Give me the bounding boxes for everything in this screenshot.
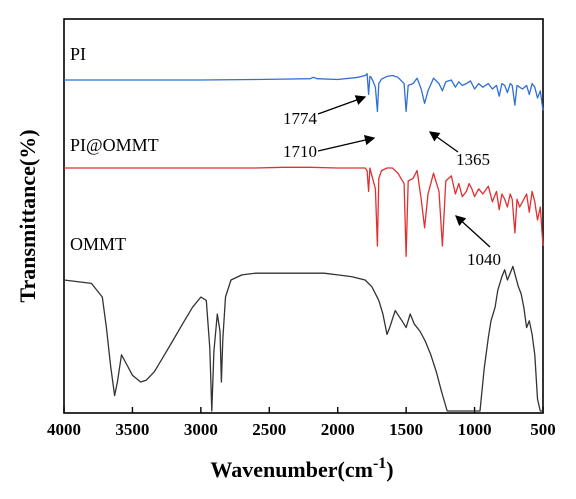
series-label-pi-ommt: PI@OMMT: [70, 135, 159, 155]
annotation-label-1040: 1040: [467, 250, 501, 269]
annotation-label-1365: 1365: [456, 150, 490, 169]
x-axis-title-close: ): [386, 457, 393, 482]
x-tick-label-3000: 3000: [184, 420, 218, 439]
x-tick-label-3500: 3500: [115, 420, 149, 439]
annotation-arrow-1040: [455, 215, 491, 248]
x-tick-label-500: 500: [530, 420, 556, 439]
series-labels: PI PI@OMMT OMMT: [70, 44, 159, 254]
annotation-arrow-1365: [428, 131, 459, 153]
y-axis-title: Transmittance(%): [15, 129, 40, 302]
annotation-arrow-1710: [317, 134, 376, 152]
x-tick-label-2500: 2500: [252, 420, 286, 439]
series-label-ommt: OMMT: [70, 234, 126, 254]
series-line-pi-ommt: [64, 166, 544, 258]
series-line-pi: [64, 73, 544, 113]
annotation-label-1774: 1774: [283, 109, 318, 128]
x-axis-title-superscript: -1: [373, 455, 386, 472]
annotations: 1774 1710 1365 1040: [283, 95, 501, 269]
series-line-ommt: [63, 265, 543, 412]
x-tick-label-4000: 4000: [47, 420, 81, 439]
annotation-arrow-1774: [317, 95, 367, 115]
plot-frame: [63, 18, 544, 414]
x-tick-label-2000: 2000: [321, 420, 355, 439]
x-axis-title: Wavenumber(cm-1): [210, 455, 393, 482]
x-tick-label-1000: 1000: [458, 420, 492, 439]
x-axis-title-main: Wavenumber(cm: [210, 457, 373, 482]
annotation-label-1710: 1710: [283, 142, 317, 161]
series-layer: [63, 73, 544, 412]
x-tick-label-1500: 1500: [389, 420, 423, 439]
x-axis-ticks: 4000 3500 3000 2500 2000 1500 1000 500: [47, 407, 556, 439]
series-label-pi: PI: [70, 44, 86, 64]
